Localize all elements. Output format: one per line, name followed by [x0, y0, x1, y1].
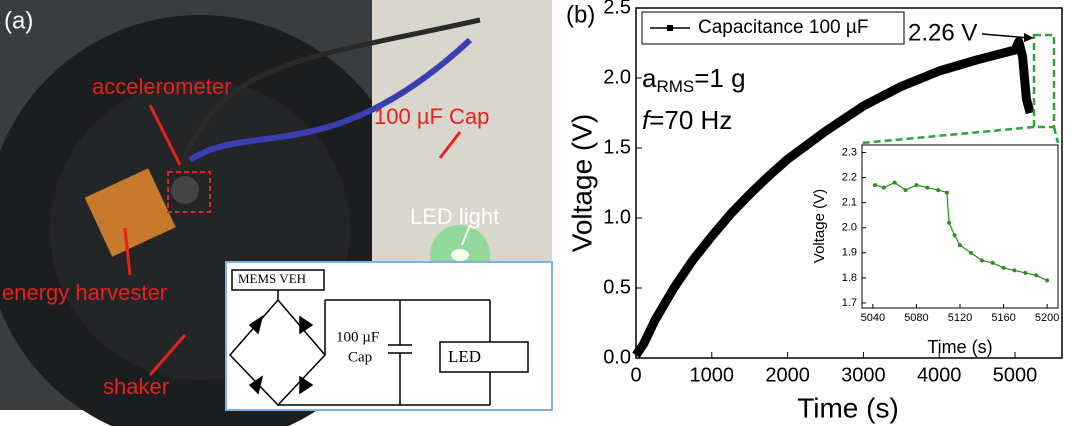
data-point	[952, 233, 957, 238]
annotation: aRMS=1 g	[642, 63, 746, 97]
circuit-label: 100 µF	[336, 329, 379, 345]
inset-chart: 5040 5080 5120 5160 5200 1.7 1.8 1.9 2.0 2.1 2.2 2.…	[842, 144, 1059, 324]
label: LED light	[410, 204, 499, 229]
plot-frame	[635, 7, 1063, 359]
annotation-part: a	[642, 63, 657, 93]
y-tick-label: 1.8	[842, 272, 857, 284]
x-tick-label: 4000	[917, 364, 962, 386]
zoom-line	[1052, 126, 1060, 144]
x-tick-label: 5040	[861, 312, 885, 324]
y-tick-label: 2.1	[842, 197, 857, 209]
circuit-label: LED	[448, 347, 481, 366]
wire	[188, 37, 473, 163]
zoom-line	[861, 125, 1035, 145]
harvester	[84, 168, 176, 257]
data-point	[1012, 268, 1017, 273]
annotation-part: RMS	[656, 77, 694, 96]
circuit	[225, 261, 553, 411]
panel-label: (a)	[4, 7, 33, 34]
y-tick-label: 2.2	[842, 172, 857, 184]
data-point	[947, 220, 952, 225]
label: accelerometer	[92, 74, 231, 99]
y-tick-label: 2.0	[842, 222, 857, 234]
label: 100 µF Cap	[374, 104, 489, 129]
data-point	[990, 260, 995, 265]
panel-label: (b)	[566, 1, 595, 28]
y-axis-label: Voltage (V)	[811, 189, 828, 263]
circuit-label: MEMS VEH	[238, 271, 306, 286]
data-point	[903, 188, 908, 193]
y-axis-label: Voltage (V)	[566, 114, 597, 253]
x-tick-label: 0	[630, 364, 641, 386]
data-point	[936, 188, 941, 193]
data-point	[892, 180, 897, 185]
data-point	[1001, 265, 1006, 270]
legend-marker	[667, 25, 673, 31]
data-point	[873, 183, 878, 188]
y-tick-label: 0.0	[603, 346, 631, 368]
x-tick-label: 3000	[841, 364, 886, 386]
main-chart: 0 1000 2000 3000 4000 5000 0.0 0.5 1.0 1.5 2.0 2.5 C…	[603, 0, 1063, 386]
y-tick-label: 1.0	[603, 206, 631, 228]
x-tick-label: 5000	[993, 364, 1038, 386]
x-tick-label: 5080	[904, 312, 928, 324]
y-tick-label: 1.9	[842, 247, 857, 259]
data-point	[968, 250, 973, 255]
arrow	[461, 224, 471, 246]
arrows	[123, 104, 462, 376]
data-point	[979, 258, 984, 263]
inset-bg	[862, 145, 1058, 308]
x-axis-label: Time (s)	[927, 337, 992, 357]
data-point	[925, 185, 930, 190]
data-line	[632, 37, 1035, 358]
label: shaker	[103, 374, 169, 399]
annotation-arrow-head	[1024, 33, 1034, 42]
x-axis-label: Time (s)	[797, 392, 899, 423]
annotation: f=70 Hz	[642, 105, 732, 135]
y-tick-label: 1.5	[603, 136, 631, 158]
annotation-part: f	[642, 105, 652, 135]
y-tick-label: 2.5	[603, 0, 631, 18]
circuit-label: Cap	[348, 349, 372, 365]
data-point	[1045, 278, 1050, 283]
y-tick-label: 2.3	[842, 146, 857, 158]
data-point	[1034, 273, 1039, 278]
label: energy harvester	[2, 280, 167, 305]
y-tick-label: 1.7	[842, 297, 857, 309]
annotation-part: =70 Hz	[649, 105, 732, 135]
legend-label: Capacitance 100 µF	[698, 17, 868, 38]
data-point	[914, 183, 919, 188]
photo: (a) accelerometer 100 µF Cap LED light e…	[0, 0, 553, 426]
accelerometer	[171, 176, 199, 204]
y-tick-label: 0.5	[603, 276, 631, 298]
data-point	[1023, 270, 1028, 275]
y-tick-label: 2.0	[603, 66, 631, 88]
annotation-part: =1 g	[694, 63, 745, 93]
led	[451, 249, 469, 261]
x-tick-label: 5160	[991, 312, 1015, 324]
data-point	[958, 243, 962, 248]
x-tick-label: 1000	[690, 364, 735, 386]
annotation-arrow	[981, 33, 1031, 39]
wire	[177, 17, 481, 171]
data-point	[944, 190, 949, 195]
zoom-box	[1032, 33, 1056, 129]
highlight-box	[167, 171, 211, 213]
x-tick-label: 2000	[765, 364, 810, 386]
x-tick-label: 5120	[948, 312, 972, 324]
annotation: 2.26 V	[908, 19, 977, 46]
x-tick-label: 5200	[1035, 312, 1059, 324]
data-point	[881, 185, 886, 190]
